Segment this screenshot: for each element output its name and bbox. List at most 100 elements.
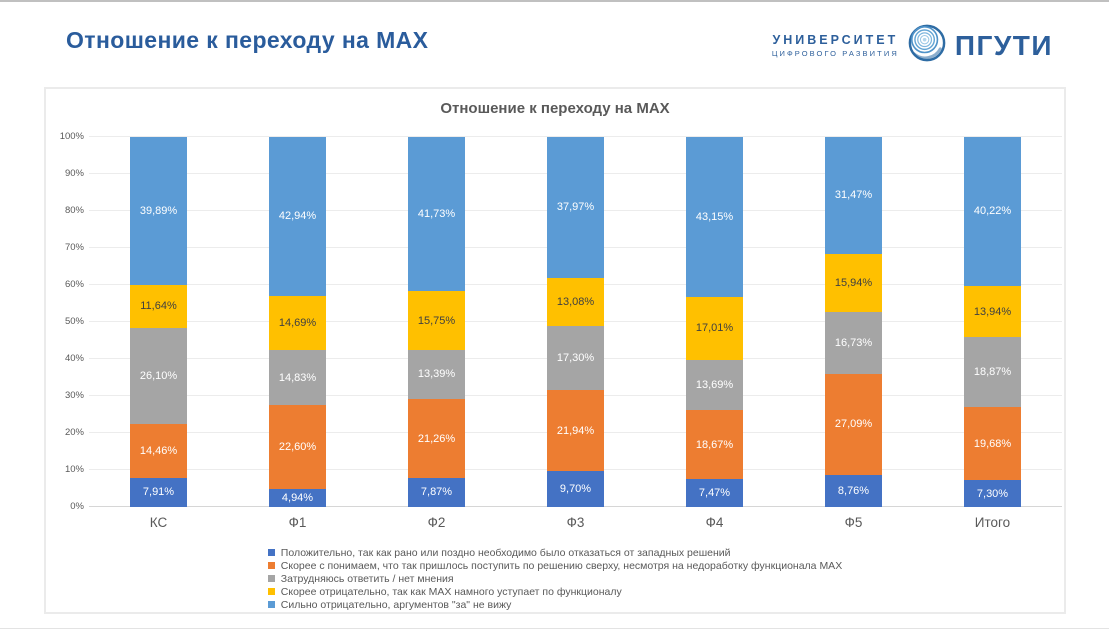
y-tick-label: 40% [64,353,84,364]
category-label: Ф5 [844,515,863,530]
segment-data-label: 21,26% [417,432,456,445]
legend: Положительно, так как рано или поздно не… [46,546,1064,611]
segment-data-label: 15,75% [417,314,456,327]
page-title: Отношение к переходу на MAX [66,27,429,53]
y-tick-label: 70% [64,242,84,253]
bar-segment: 7,87% [408,477,465,507]
segment-data-label: 17,30% [556,351,595,364]
legend-item: Сильно отрицательно, аргументов "за" не … [267,598,842,611]
segment-data-label: 43,15% [695,210,734,223]
bar-segment: 18,67% [686,410,743,480]
plot-area: 7,91% 14,46% 26,10% 11,64% 39,89% 4,94% 22,60%… [89,136,1062,507]
segment-data-label: 7,30% [976,487,1009,500]
bar-segment: 21,94% [547,389,604,472]
segment-data-label: 7,91% [142,486,175,499]
bar-segment: 27,09% [825,374,882,475]
segment-data-label: 39,89% [139,204,178,217]
legend-item: Скорее отрицательно, так как MAX намного… [267,585,842,598]
segment-data-label: 11,64% [140,300,177,313]
segment-data-label: 17,01% [695,322,734,335]
segment-data-label: 26,10% [139,369,178,382]
y-tick-label: 20% [64,427,84,438]
segment-data-label: 8,76% [837,484,870,497]
segment-data-label: 27,09% [834,418,873,431]
bar-segment: 13,39% [408,349,465,400]
legend-label: Скорее с понимаем, что так пришлось пост… [280,559,843,572]
segment-data-label: 37,97% [556,201,595,214]
category-label: КС [149,515,168,530]
segment-data-label: 21,94% [556,424,595,437]
legend-label: Положительно, так как рано или поздно не… [280,546,731,559]
chart-card: Отношение к переходу на MAX 0% 10% 20% 30% 4… [44,87,1066,614]
bar-segment: 15,75% [408,291,465,350]
segment-data-label: 18,67% [695,438,734,451]
bar-segment: 19,68% [964,407,1021,480]
y-tick-label: 60% [64,279,84,290]
bar-segment: 16,73% [825,312,882,375]
segment-data-label: 7,87% [420,486,453,499]
gridline [89,136,1062,137]
legend-swatch-icon [267,588,275,595]
segment-data-label: 16,73% [834,337,873,350]
segment-data-label: 7,47% [698,487,731,500]
legend-swatch-icon [267,562,275,569]
y-tick-label: 90% [64,168,84,179]
category-label: Ф3 [566,515,585,530]
bar-column: 8,76% 27,09% 16,73% 15,94% 31,47% [825,137,882,507]
bar-column: 9,70% 21,94% 17,30% 13,08% 37,97% [547,137,604,507]
bar-column: 7,47% 18,67% 13,69% 17,01% 43,15% [686,137,743,507]
logo-university-label: УНИВЕРСИТЕТ [772,33,899,47]
legend-label: Сильно отрицательно, аргументов "за" не … [280,598,512,611]
bar-segment: 14,46% [130,424,187,478]
bar-segment: 17,30% [547,325,604,390]
bar-segment: 4,94% [269,488,326,507]
legend-swatch-icon [267,601,275,608]
bar-segment: 13,08% [547,277,604,326]
segment-data-label: 18,87% [973,366,1012,379]
logo-text: УНИВЕРСИТЕТ ЦИФРОВОГО РАЗВИТИЯ [772,33,899,58]
legend-block: Положительно, так как рано или поздно не… [267,546,843,611]
y-tick-label: 0% [70,501,84,512]
bar-segment: 7,30% [964,480,1021,507]
legend-swatch-icon [267,549,275,556]
segment-data-label: 13,69% [695,378,734,391]
legend-label: Скорее отрицательно, так как MAX намного… [280,585,622,598]
segment-data-label: 13,08% [556,295,595,308]
segment-data-label: 40,22% [973,205,1012,218]
bar-column: 4,94% 22,60% 14,83% 14,69% 42,94% [269,137,326,507]
segment-data-label: 14,46% [139,444,178,457]
bar-segment: 15,94% [825,253,882,313]
legend-label: Затрудняюсь ответить / нет мнения [280,572,454,585]
category-label: Ф1 [288,515,307,530]
bar-column: 7,91% 14,46% 26,10% 11,64% 39,89% [130,137,187,507]
x-axis-labels: КС Ф1 Ф2 Ф3 Ф4 Ф5 Итого [89,515,1062,535]
category-label: Итого [974,515,1011,530]
category-label: Ф2 [427,515,446,530]
bar-segment: 17,01% [686,296,743,360]
y-tick-label: 80% [64,205,84,216]
segment-data-label: 14,83% [278,371,317,384]
legend-swatch-icon [267,575,275,582]
segment-data-label: 22,60% [278,440,317,453]
bar-segment: 26,10% [130,327,187,425]
segment-data-label: 15,94% [834,277,873,289]
segment-data-label: 41,73% [417,208,456,221]
bar-segment: 13,94% [964,285,1021,338]
bar-segment: 14,83% [269,350,326,406]
segment-data-label: 19,68% [973,437,1012,450]
bar-segment: 39,89% [130,137,187,285]
bar-column: 7,30% 19,68% 18,87% 13,94% 40,22% [964,137,1021,507]
logo-brand: ПГУТИ [954,29,1053,61]
segment-data-label: 14,69% [278,317,317,330]
bar-segment: 7,47% [686,479,743,507]
bar-segment: 8,76% [825,474,882,507]
y-tick-label: 50% [64,316,84,327]
segment-data-label: 13,94% [973,305,1012,318]
bar-segment: 42,94% [269,137,326,296]
bar-segment: 40,22% [964,137,1021,286]
y-tick-label: 100% [59,131,84,142]
chart-title: Отношение к переходу на MAX [440,100,670,117]
bar-segment: 14,69% [269,295,326,351]
y-axis: 0% 10% 20% 30% 40% 50% 60% 70% 80% 90% 100% [50,131,84,512]
globe-icon [908,24,946,67]
